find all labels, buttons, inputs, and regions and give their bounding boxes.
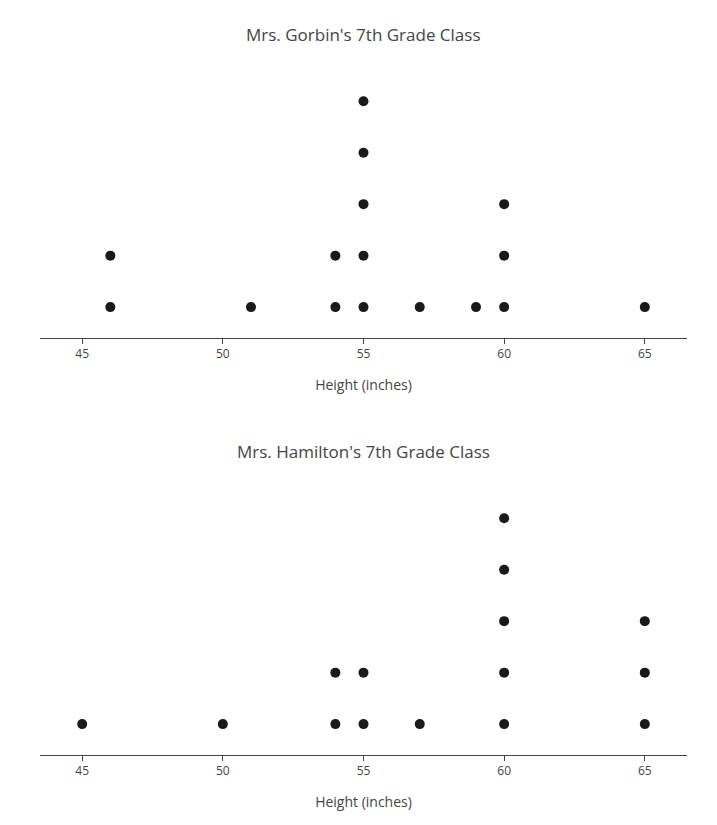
svg-text:60: 60 <box>497 762 511 779</box>
svg-text:50: 50 <box>216 345 230 362</box>
svg-text:Height (inches): Height (inches) <box>315 792 412 811</box>
svg-text:Mrs. Hamilton's 7th Grade Clas: Mrs. Hamilton's 7th Grade Class <box>237 440 490 463</box>
svg-text:55: 55 <box>357 762 371 779</box>
svg-text:60: 60 <box>497 345 511 362</box>
svg-text:65: 65 <box>638 345 652 362</box>
svg-text:65: 65 <box>638 762 652 779</box>
svg-text:45: 45 <box>75 345 89 362</box>
svg-text:45: 45 <box>75 762 89 779</box>
svg-text:Mrs. Gorbin's 7th Grade Class: Mrs. Gorbin's 7th Grade Class <box>246 23 481 46</box>
svg-text:55: 55 <box>357 345 371 362</box>
svg-text:50: 50 <box>216 762 230 779</box>
svg-text:Height (inches): Height (inches) <box>315 375 412 394</box>
